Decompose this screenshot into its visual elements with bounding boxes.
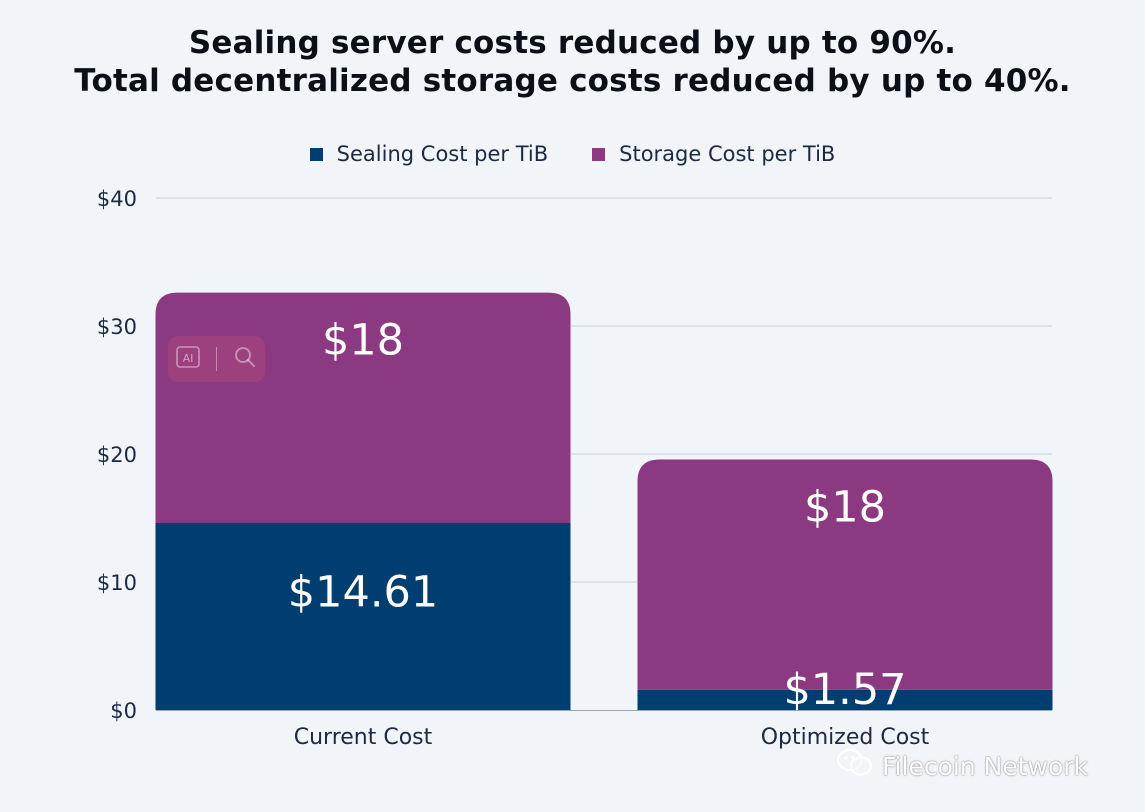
legend-label-sealing: Sealing Cost per TiB xyxy=(336,142,549,166)
x-category-label: Optimized Cost xyxy=(761,725,930,750)
y-tick-label: $40 xyxy=(97,187,137,211)
data-label-storage: $18 xyxy=(804,483,886,533)
ai-icon[interactable]: AI xyxy=(175,344,201,374)
chart-title-line-2: Total decentralized storage costs reduce… xyxy=(74,63,1071,99)
y-tick-label: $20 xyxy=(97,443,137,467)
wechat-icon xyxy=(836,748,874,784)
y-tick-label: $30 xyxy=(97,315,137,339)
y-tick-label: $0 xyxy=(110,699,137,723)
watermark-text: Filecoin Network xyxy=(882,751,1088,781)
chart-title: Sealing server costs reduced by up to 90… xyxy=(0,24,1145,100)
bar-segment-storage xyxy=(637,459,1053,690)
data-label-storage: $18 xyxy=(322,316,404,366)
search-icon[interactable] xyxy=(232,344,258,374)
chart-title-line-1: Sealing server costs reduced by up to 90… xyxy=(188,25,957,61)
image-overlay-toolbar[interactable]: AI xyxy=(168,336,265,382)
legend-item-storage: Storage Cost per TiB xyxy=(592,142,835,166)
legend-swatch-storage xyxy=(592,147,606,161)
watermark: Filecoin Network xyxy=(836,748,1088,784)
legend-swatch-sealing xyxy=(309,147,323,161)
x-category-label: Current Cost xyxy=(294,725,433,750)
legend-label-storage: Storage Cost per TiB xyxy=(619,142,836,166)
legend-item-sealing: Sealing Cost per TiB xyxy=(309,142,549,166)
data-label-sealing: $14.61 xyxy=(288,567,438,617)
bar-segment-storage xyxy=(155,292,571,523)
data-label-sealing: $1.57 xyxy=(783,665,906,715)
svg-text:AI: AI xyxy=(183,352,194,365)
chart-legend: Sealing Cost per TiB Storage Cost per Ti… xyxy=(0,142,1145,166)
bar-segment-sealing xyxy=(637,689,1053,710)
bar-segment-sealing xyxy=(155,522,571,710)
y-tick-label: $10 xyxy=(97,571,137,595)
toolbar-divider xyxy=(215,347,217,371)
